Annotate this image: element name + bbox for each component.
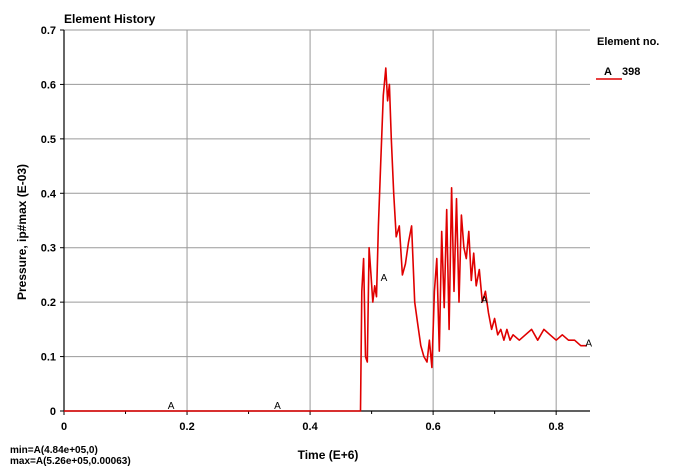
point-marker-layer: A A A A A (168, 273, 593, 412)
y-tick-label-0.2: 0.2 (41, 297, 56, 309)
y-tick-label-0.7: 0.7 (41, 25, 56, 37)
x-tick-label-0.6: 0.6 (425, 421, 440, 433)
y-tick-label-0.3: 0.3 (41, 243, 56, 255)
x-axis-label: Time (E+6) (298, 448, 359, 462)
y-tick-label-0.5: 0.5 (41, 134, 56, 146)
x-tick-label-0.2: 0.2 (179, 421, 194, 433)
point-marker-1: A (168, 401, 175, 412)
point-marker-2: A (274, 401, 281, 412)
legend-entry-398: A 398 (596, 66, 640, 80)
y-tick-labels: 0 0.1 0.2 0.3 0.4 0.5 0.6 0.7 (41, 25, 57, 418)
legend-series-label: 398 (622, 66, 640, 78)
y-tick-label-0.1: 0.1 (41, 352, 56, 364)
point-marker-4: A (481, 295, 488, 306)
y-tick-label-0: 0 (50, 406, 56, 418)
y-tick-label-0.4: 0.4 (41, 188, 57, 200)
x-tick-labels: 0 0.2 0.4 0.6 0.8 (61, 421, 564, 433)
series-layer (64, 67, 587, 412)
x-tick-label-0.4: 0.4 (302, 421, 318, 433)
legend-header: Element no. (597, 36, 659, 48)
grid-lines (64, 29, 590, 411)
chart-title: Element History (64, 12, 156, 26)
x-tick-label-0: 0 (61, 421, 67, 433)
y-tick-label-0.6: 0.6 (41, 79, 56, 91)
series-line-398 (64, 67, 587, 412)
legend-marker-label: A (604, 66, 612, 78)
point-marker-3: A (381, 273, 388, 284)
axes (60, 29, 590, 415)
x-tick-label-0.8: 0.8 (549, 421, 564, 433)
point-marker-5: A (585, 338, 592, 349)
max-annotation: max=A(5.26e+05,0.00063) (10, 456, 131, 466)
min-annotation: min=A(4.84e+05,0) (10, 445, 98, 456)
y-axis-label: Pressure, ip#max (E-03) (15, 164, 29, 300)
